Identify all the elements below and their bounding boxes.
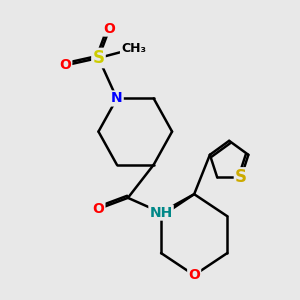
Text: NH: NH bbox=[149, 206, 173, 220]
Text: S: S bbox=[235, 168, 247, 186]
Text: CH₃: CH₃ bbox=[121, 42, 146, 55]
Text: S: S bbox=[92, 49, 104, 67]
Text: O: O bbox=[59, 58, 71, 72]
Text: O: O bbox=[103, 22, 116, 35]
Text: O: O bbox=[92, 202, 104, 216]
Text: O: O bbox=[188, 268, 200, 282]
Text: N: N bbox=[111, 92, 123, 106]
